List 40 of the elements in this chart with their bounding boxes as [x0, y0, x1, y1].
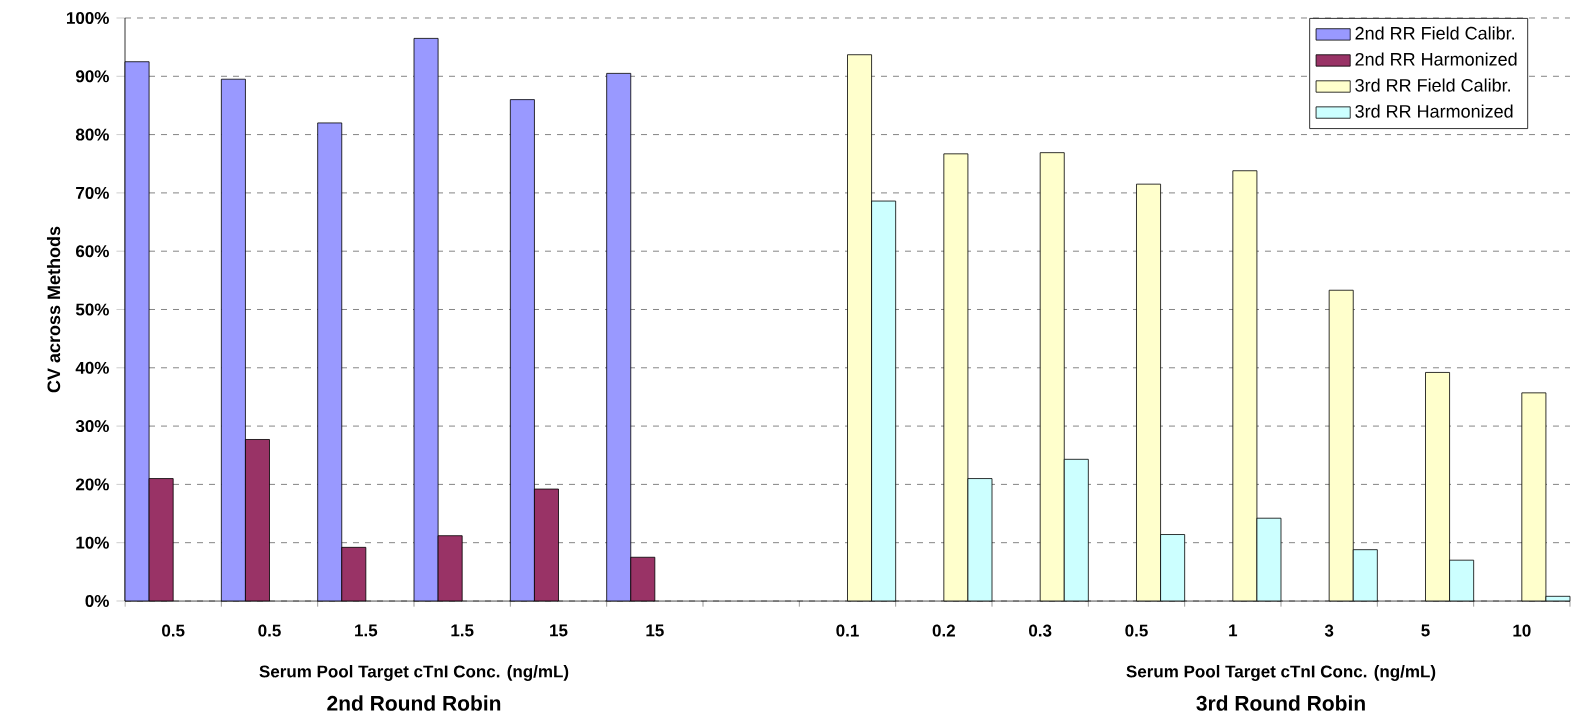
x-tick-label: 1.5	[451, 624, 474, 637]
bar	[1064, 459, 1089, 601]
text: 2nd Round Robin	[327, 695, 501, 711]
x-tick-label: 0.1	[836, 624, 859, 637]
y-tick-label: 10%	[76, 536, 109, 549]
y-tick-label: 70%	[76, 186, 109, 199]
y-tick-label: 80%	[75, 128, 109, 141]
text: 3rd Round Robin	[1196, 695, 1365, 711]
x-tick-label: 0.5	[258, 624, 281, 637]
legend-label: 2nd RR Harmonized	[1355, 52, 1517, 66]
x-tick-label: 0.2	[932, 624, 955, 637]
y-tick-label: 60%	[76, 245, 109, 258]
bar	[1353, 549, 1378, 601]
y-tick-label: 90%	[75, 70, 109, 83]
y-tick-label: 100%	[67, 11, 109, 24]
x-tick-label: 5	[1421, 624, 1430, 637]
x-tick-label: 0.5	[1125, 624, 1148, 637]
x-tick-label: 1	[1229, 624, 1238, 637]
bar	[967, 478, 992, 601]
y-tick-label: 20%	[75, 478, 109, 491]
x-tick-label: 15	[646, 624, 664, 637]
y-tick-label: 40%	[75, 361, 109, 374]
x-tick-label: 3	[1324, 624, 1334, 637]
x-tick-label: 0.3	[1029, 624, 1052, 637]
y-axis-title: CV across Methods	[46, 226, 61, 393]
legend-label: 3rd RR Harmonized	[1355, 104, 1513, 118]
x-tick-label: 10	[1513, 624, 1531, 637]
bar	[871, 201, 896, 601]
legend-label: 3rd RR Field Calibr.	[1355, 78, 1510, 92]
x-tick-label: 0.5	[162, 624, 185, 637]
y-tick-label: 50%	[75, 303, 109, 316]
x-tick-label: 15	[550, 624, 568, 637]
x-tick-label: 1.5	[355, 624, 378, 637]
y-tick-label: 0%	[85, 594, 109, 607]
text: Serum Pool Target cTnI Conc. (ng/mL)	[1126, 665, 1436, 681]
text: Serum Pool Target cTnI Conc. (ng/mL)	[259, 665, 569, 681]
y-tick-label: 30%	[75, 420, 109, 433]
legend-label: 2nd RR Field Calibr.	[1355, 26, 1514, 40]
bar	[1160, 534, 1185, 601]
bar	[1449, 560, 1474, 601]
